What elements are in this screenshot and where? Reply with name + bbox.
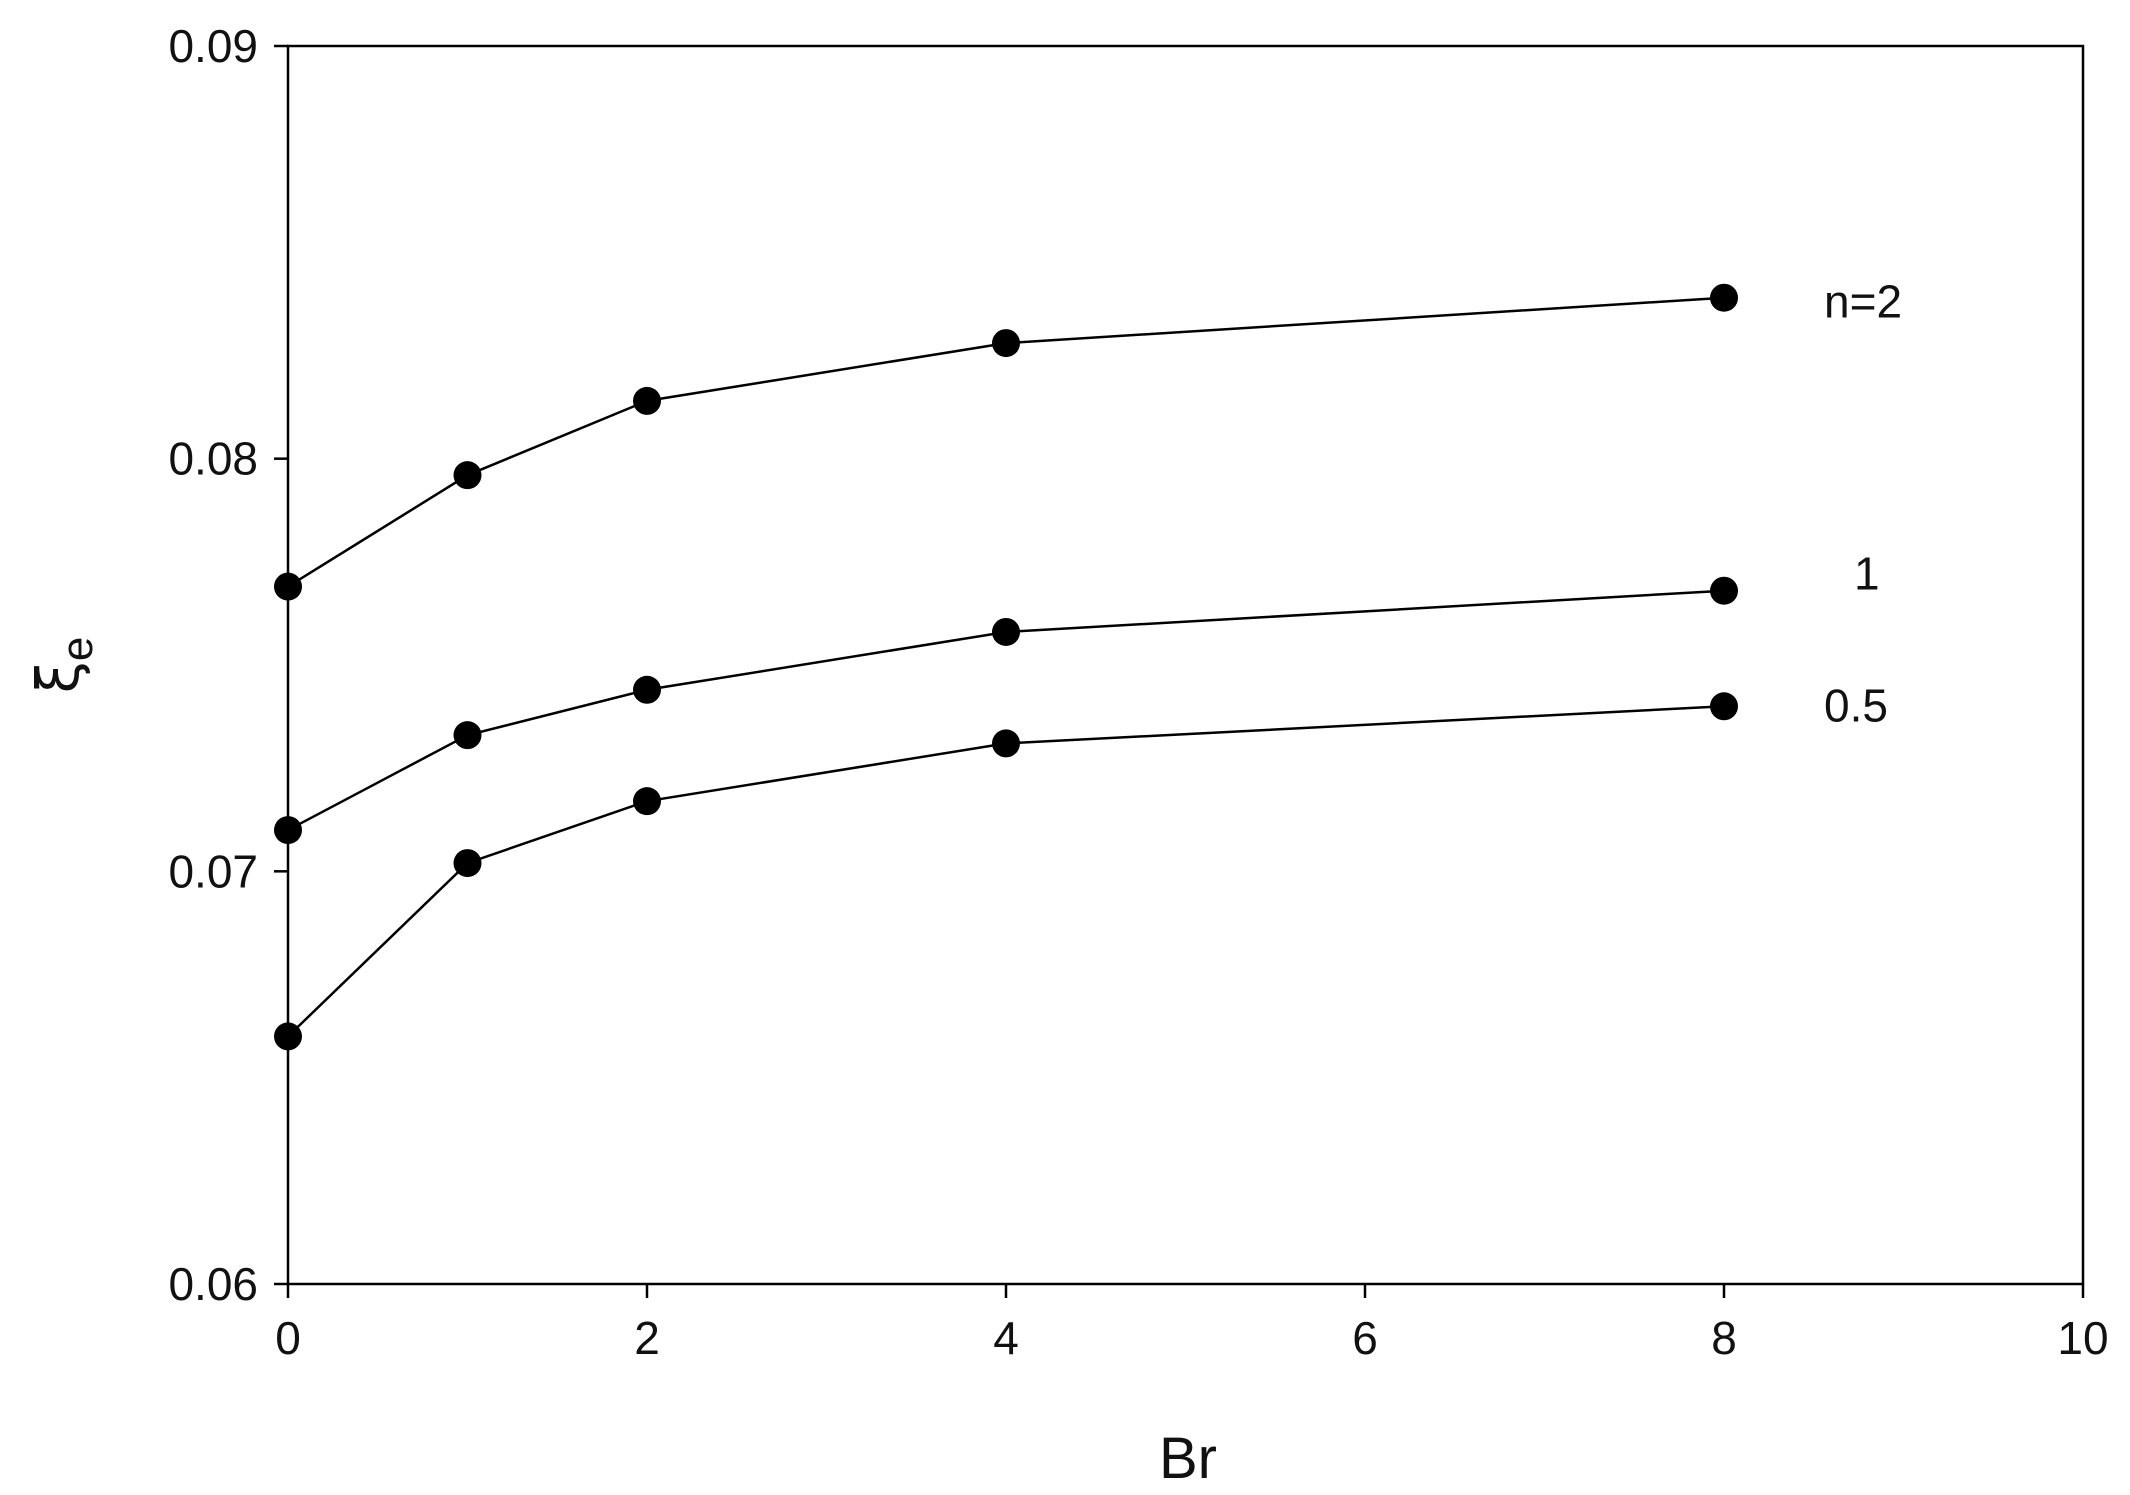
data-point xyxy=(992,617,1020,646)
x-axis-label: Br xyxy=(1159,1426,1217,1491)
data-point xyxy=(992,729,1020,758)
plot-frame xyxy=(286,44,2085,1286)
x-axis-ticks: 0 2 4 6 8 10 xyxy=(275,1284,2109,1364)
data-point xyxy=(453,461,482,490)
series-label: 0.5 xyxy=(1824,679,1888,731)
x-tick-label: 6 xyxy=(1352,1312,1378,1364)
y-tick-label: 0.08 xyxy=(168,433,258,485)
x-tick-label: 4 xyxy=(993,1312,1019,1364)
y-axis-label: ξe xyxy=(24,637,102,694)
data-point xyxy=(1710,692,1738,721)
data-point xyxy=(274,1022,302,1051)
y-axis-ticks: 0.06 0.07 0.08 0.09 xyxy=(168,20,288,1310)
data-point xyxy=(633,675,661,704)
data-point xyxy=(1710,283,1738,312)
x-tick-label: 0 xyxy=(275,1312,301,1364)
series-layer: n=2 1 0.5 xyxy=(274,276,1902,1051)
data-point xyxy=(453,849,482,878)
x-tick-label: 10 xyxy=(2057,1312,2108,1364)
y-axis-label-symbol: ξ xyxy=(24,661,92,693)
data-point xyxy=(1710,576,1738,605)
data-point xyxy=(274,572,302,601)
series: 0.5 xyxy=(274,679,1888,1051)
series: n=2 xyxy=(274,276,1902,601)
y-axis-label-subscript: e xyxy=(53,637,102,661)
y-tick-label: 0.06 xyxy=(168,1258,258,1310)
y-tick-label: 0.07 xyxy=(168,845,258,897)
x-tick-label: 2 xyxy=(634,1312,660,1364)
series-label: 1 xyxy=(1854,548,1880,600)
data-point xyxy=(453,721,482,750)
series: 1 xyxy=(274,548,1880,845)
x-tick-label: 8 xyxy=(1711,1312,1737,1364)
data-point xyxy=(633,386,661,415)
data-point xyxy=(633,787,661,816)
y-tick-label: 0.09 xyxy=(168,20,258,72)
data-point xyxy=(274,816,302,845)
data-point xyxy=(992,329,1020,358)
series-label: n=2 xyxy=(1824,276,1902,328)
